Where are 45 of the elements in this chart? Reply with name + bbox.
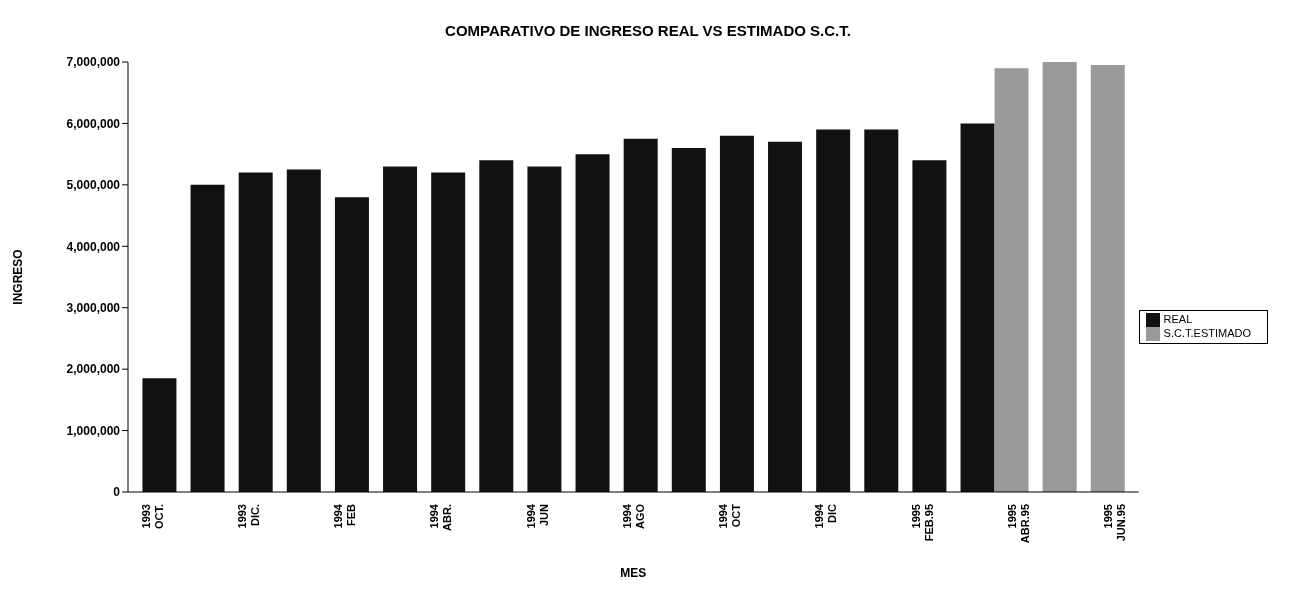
y-tick-label: 3,000,000 (66, 300, 121, 315)
x-tick-label: 1994 JUN (524, 503, 550, 529)
bar (142, 378, 177, 492)
bar (527, 166, 562, 492)
legend-label: REAL (1163, 312, 1193, 325)
bar (671, 148, 706, 492)
bar (190, 184, 225, 492)
bar (816, 129, 851, 492)
bar (912, 160, 947, 492)
legend-label: S.C.T.ESTIMADO (1163, 327, 1251, 339)
bar (994, 68, 1029, 492)
bar (334, 197, 369, 492)
x-tick-label: 1995 FEB.95 (909, 504, 935, 542)
y-tick-label: 6,000,000 (66, 116, 121, 131)
x-tick-label: 1994 OCT (717, 503, 743, 529)
x-tick-label: 1994 AGO (620, 503, 646, 530)
x-tick-label: 1993 OCT. (139, 504, 165, 530)
x-axis-title: MES (620, 566, 647, 580)
bar (960, 123, 995, 492)
chart-title: COMPARATIVO DE INGRESO REAL VS ESTIMADO S.C.T. (444, 21, 852, 41)
bar (286, 169, 321, 492)
y-tick-label: 2,000,000 (66, 362, 121, 377)
bar (1090, 65, 1125, 492)
bar (238, 172, 273, 492)
y-tick-label: 0 (113, 485, 121, 500)
y-tick-label: 7,000,000 (66, 55, 121, 70)
x-tick-label: 1993 DIC. (235, 504, 261, 529)
x-tick-label: 1995 ABR.95 (1005, 504, 1031, 544)
x-tick-label: 1994 FEB (332, 503, 358, 529)
bar (575, 154, 610, 492)
bar (1042, 62, 1077, 492)
bar (383, 166, 418, 492)
x-tick-label: 1994 DIC (813, 503, 839, 529)
bar (864, 129, 899, 492)
bar (431, 172, 466, 492)
x-tick-label: 1994 ABR. (428, 503, 454, 531)
bar (768, 141, 803, 492)
y-tick-label: 1,000,000 (66, 423, 121, 438)
x-tick-label: 1995 JUN.95 (1102, 504, 1128, 542)
y-tick-label: 5,000,000 (66, 178, 121, 193)
bar (623, 138, 658, 492)
bar (719, 135, 754, 492)
y-tick-label: 4,000,000 (66, 239, 121, 254)
bar (479, 160, 514, 492)
y-axis-title: INGRESO (11, 249, 26, 305)
